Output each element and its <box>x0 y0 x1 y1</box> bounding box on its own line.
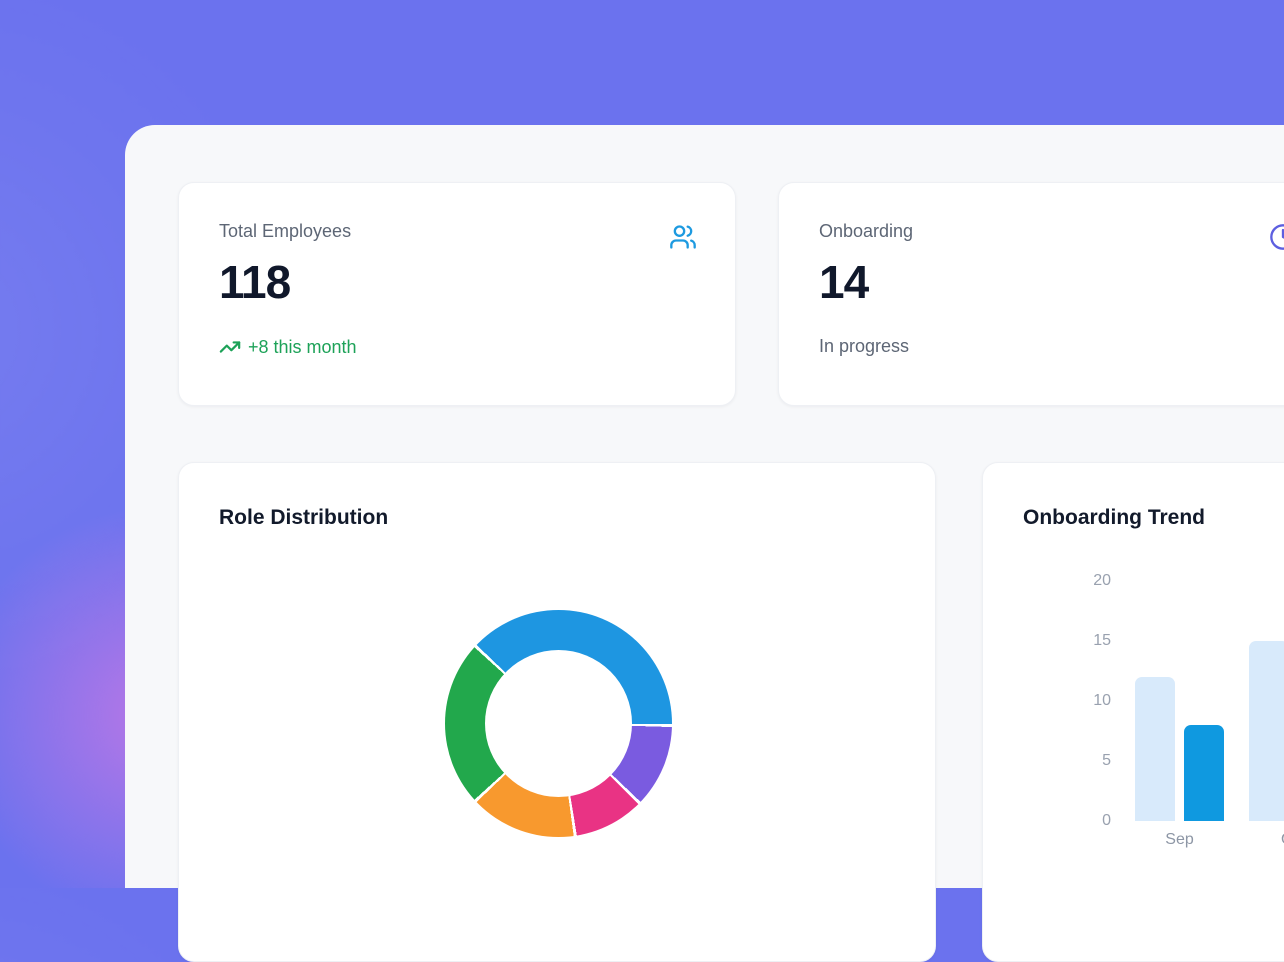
y-axis-tick: 5 <box>1051 751 1111 771</box>
light-blue-series-bar <box>1249 641 1284 821</box>
role-distribution-card: Role Distribution <box>178 462 936 962</box>
stat-subtext-label: +8 this month <box>248 337 357 358</box>
stat-subtext: +8 this month <box>219 336 357 358</box>
users-icon <box>669 223 697 251</box>
stat-value: 118 <box>219 255 290 309</box>
y-axis-tick: 15 <box>1051 631 1111 651</box>
stat-label: Onboarding <box>819 221 913 242</box>
x-axis-label: Oct <box>1249 831 1284 849</box>
stat-label: Total Employees <box>219 221 351 242</box>
y-axis-tick: 0 <box>1051 811 1111 831</box>
light-blue-series-bar <box>1135 677 1175 821</box>
role-donut-chart <box>445 610 672 837</box>
hr-dashboard-screen: { "theme": { "page_bg": "#6b72ee", "blob… <box>0 0 1284 888</box>
card-title: Role Distribution <box>219 506 388 530</box>
onboarding-trend-card: Onboarding Trend 05101520SepOct <box>982 462 1284 962</box>
dark-blue-series-bar <box>1184 725 1224 821</box>
clock-icon <box>1269 223 1284 251</box>
y-axis-tick: 10 <box>1051 691 1111 711</box>
stat-subtext: In progress <box>819 336 909 357</box>
donut-hole <box>485 650 632 797</box>
stat-value: 14 <box>819 255 868 309</box>
trending-up-icon <box>219 336 241 358</box>
stat-subtext-label: In progress <box>819 336 909 357</box>
total-employees-card: Total Employees 118 +8 this month <box>178 182 736 406</box>
onboarding-card: Onboarding 14 In progress <box>778 182 1284 406</box>
y-axis-tick: 20 <box>1051 571 1111 591</box>
x-axis-label: Sep <box>1135 831 1225 849</box>
onboarding-bar-chart: 0 5 10 15 20 Sep Oct <box>983 463 1284 961</box>
main-content-panel: Total Employees 118 +8 this month Onboar… <box>125 125 1284 888</box>
